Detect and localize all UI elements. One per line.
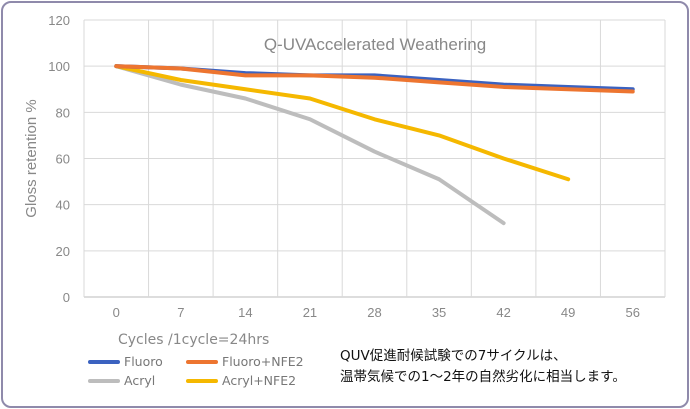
- series-line-acryl-nfe2: [114, 64, 571, 182]
- legend-item-fluoro: Fluoro: [88, 354, 163, 369]
- y-tick-label: 20: [56, 244, 70, 259]
- legend-label: Acryl+NFE2: [222, 373, 297, 388]
- legend-label: Fluoro+NFE2: [222, 354, 304, 369]
- legend-swatch: [186, 359, 218, 364]
- y-tick-label: 40: [56, 198, 70, 213]
- note-text: QUV促進耐候試験での7サイクルは、 温帯気候での1～2年の自然劣化に相当します…: [340, 346, 626, 388]
- y-tick-label: 80: [56, 105, 70, 120]
- legend-swatch: [186, 378, 218, 383]
- legend-item-acryl: Acryl: [88, 373, 155, 388]
- legend-label: Acryl: [124, 373, 156, 388]
- series-line-fluoro-nfe2: [114, 64, 635, 94]
- legend-item-acryl-nfe2: Acryl+NFE2: [186, 373, 296, 388]
- y-tick-label: 0: [63, 290, 70, 305]
- legend-swatch: [88, 378, 120, 383]
- x-tick-label: 7: [177, 305, 184, 320]
- legend-item-fluoro-nfe2: Fluoro+NFE2: [186, 354, 304, 369]
- x-axis-label: Cycles /1cycle=24hrs: [118, 332, 270, 348]
- x-tick-label: 56: [625, 305, 639, 320]
- y-tick-label: 120: [48, 13, 70, 28]
- chart-title: Q-UVAccelerated Weathering: [264, 35, 486, 54]
- x-tick-label: 0: [113, 305, 120, 320]
- series-line-acryl: [114, 64, 506, 226]
- y-tick-label: 60: [56, 152, 70, 167]
- note-line-1: QUV促進耐候試験での7サイクルは、: [340, 348, 567, 364]
- x-tick-label: 28: [367, 305, 381, 320]
- x-tick-label: 35: [432, 305, 446, 320]
- x-tick-label: 42: [496, 305, 510, 320]
- note-line-2: 温帯気候での1～2年の自然劣化に相当します。: [340, 369, 626, 385]
- x-tick-label: 14: [238, 305, 252, 320]
- legend-label: Fluoro: [124, 354, 163, 369]
- x-tick-label: 49: [561, 305, 575, 320]
- x-tick-label: 21: [303, 305, 317, 320]
- y-tick-label: 100: [48, 59, 70, 74]
- legend-swatch: [88, 359, 120, 364]
- y-axis-label: Gloss retention %: [23, 99, 40, 217]
